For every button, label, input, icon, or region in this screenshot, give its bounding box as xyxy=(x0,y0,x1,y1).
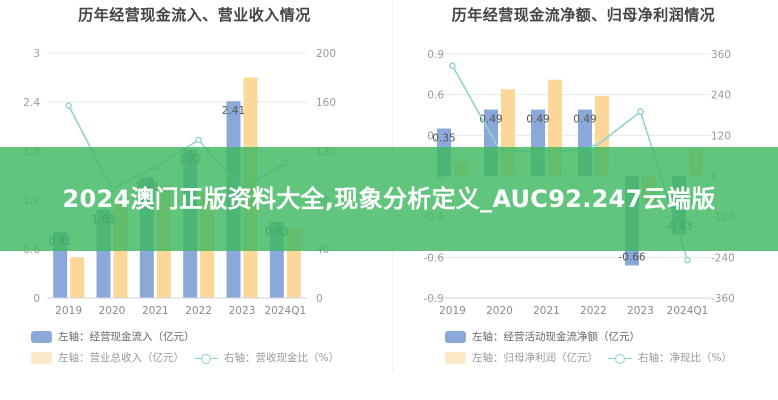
right-axis-tick: -360 xyxy=(711,293,735,305)
x-axis-tick: 2021 xyxy=(533,305,560,317)
line-point-marker[interactable] xyxy=(449,62,456,70)
line-marker-icon xyxy=(194,352,218,364)
line-point-marker[interactable] xyxy=(637,108,644,115)
legend-label: 左轴：经营现金流入（亿元） xyxy=(58,331,195,343)
blue-swatch-icon xyxy=(445,330,466,343)
x-axis-tick: 2021 xyxy=(142,305,169,317)
right-axis-tick: 160 xyxy=(316,97,336,109)
legend-item-net-cash-flow[interactable]: 左轴：经营活动现金流净额（亿元） xyxy=(445,329,640,344)
orange-swatch-icon xyxy=(31,351,52,364)
orange-swatch-icon xyxy=(445,351,466,364)
x-axis-tick: 2022 xyxy=(185,305,212,317)
x-axis-tick: 2024Q1 xyxy=(667,305,709,317)
left-axis-tick: 2.4 xyxy=(23,97,40,109)
legend-item-net-cash-ratio[interactable]: 右轴：净现比（%） xyxy=(638,352,732,364)
blue-swatch-icon xyxy=(31,330,52,343)
bar-value-label: -0.66 xyxy=(618,251,645,263)
right-axis-tick: 360 xyxy=(711,49,731,61)
legend-item-revenue-cash-ratio[interactable]: 右轴：营收现金比（%） xyxy=(224,352,339,364)
x-axis-tick: 2019 xyxy=(55,305,82,317)
legend-item-cash-inflow[interactable]: 左轴：经营现金流入（亿元） xyxy=(31,329,195,344)
line-marker-icon xyxy=(608,352,632,364)
left-axis-tick: 0.9 xyxy=(427,49,444,61)
x-axis-tick: 2023 xyxy=(229,305,256,317)
bar-value-label: 0.49 xyxy=(573,114,596,126)
right-axis-tick: 240 xyxy=(711,90,731,102)
x-axis-tick: 2020 xyxy=(99,305,126,317)
x-axis-tick: 2020 xyxy=(486,305,513,317)
bar-orange[interactable] xyxy=(70,257,85,298)
right-chart-title: 历年经营现金流净额、归母净利润情况 xyxy=(451,6,716,24)
right-axis-tick: 0 xyxy=(316,293,323,305)
legend-item-revenue[interactable]: 左轴：营业总收入（亿元） xyxy=(58,352,184,364)
left-axis-tick: -0.6 xyxy=(424,252,445,264)
left-axis-tick: 0.6 xyxy=(427,90,444,102)
x-axis-tick: 2019 xyxy=(439,305,466,317)
bar-value-label: 0.49 xyxy=(479,114,502,126)
x-axis-tick: 2023 xyxy=(627,305,654,317)
right-axis-tick: 120 xyxy=(711,130,731,142)
line-point-marker[interactable] xyxy=(195,136,202,144)
line-point-marker[interactable] xyxy=(65,102,72,109)
x-axis-tick: 2022 xyxy=(580,305,607,317)
left-axis-tick: 3 xyxy=(33,48,40,60)
x-axis-tick: 2024Q1 xyxy=(264,305,306,317)
legend-row-2: 左轴：归母净利润（亿元） 右轴：净现比（%） xyxy=(445,350,732,365)
left-axis-tick: 0 xyxy=(33,293,40,305)
right-axis-tick: -240 xyxy=(711,252,735,264)
line-point-marker[interactable] xyxy=(684,256,691,264)
right-axis-tick: 200 xyxy=(316,48,336,60)
legend-label: 左轴：经营活动现金流净额（亿元） xyxy=(472,331,640,343)
bar-value-label: 2.41 xyxy=(222,105,245,117)
banner-text: 2024澳门正版资料大全,现象分析定义_AUC92.247云端版 xyxy=(62,185,716,213)
legend-item-net-profit[interactable]: 左轴：归母净利润（亿元） xyxy=(472,352,598,364)
bar-value-label: 0.49 xyxy=(526,114,549,126)
left-axis-tick: -0.9 xyxy=(424,293,445,305)
left-chart-title: 历年经营现金流入、营业收入情况 xyxy=(78,6,311,24)
bar-value-label: 0.35 xyxy=(432,133,455,145)
overlay-banner: 2024澳门正版资料大全,现象分析定义_AUC92.247云端版 xyxy=(0,147,778,251)
legend-row-2: 左轴：营业总收入（亿元） 右轴：营收现金比（%） xyxy=(31,350,339,365)
